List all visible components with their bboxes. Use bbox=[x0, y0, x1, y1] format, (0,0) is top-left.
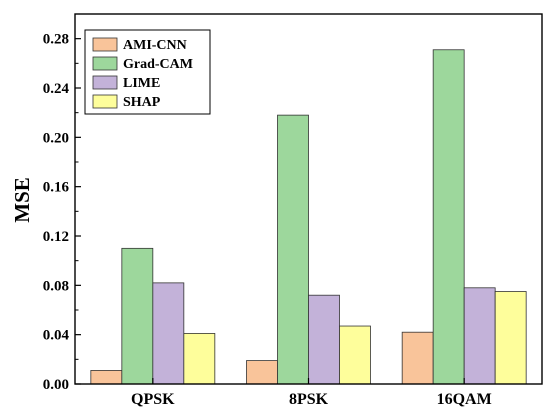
y-tick-label: 0.24 bbox=[43, 81, 70, 97]
x-tick-label: 16QAM bbox=[437, 391, 492, 408]
y-tick-label: 0.08 bbox=[43, 278, 69, 294]
legend-swatch bbox=[92, 94, 118, 109]
legend-label: AMI-CNN bbox=[123, 38, 187, 53]
bar-ami-cnn-qpsk bbox=[90, 370, 123, 385]
legend-swatch bbox=[92, 56, 118, 71]
bar-shap-16qam bbox=[494, 291, 527, 385]
bar-grad-cam-qpsk bbox=[121, 247, 154, 385]
bar-grad-cam-16qam bbox=[432, 49, 465, 385]
bar-lime-qpsk bbox=[152, 282, 185, 385]
bar-lime-16qam bbox=[463, 287, 496, 385]
x-tick-label: 8PSK bbox=[289, 391, 329, 408]
legend-label: LIME bbox=[123, 76, 160, 91]
y-tick-label: 0.16 bbox=[43, 180, 70, 196]
bar-lime-8psk bbox=[308, 294, 340, 385]
axes-group: 0.00 0.04 0.08 0.12 0.16 0.20 0.24 0.28 QPSK 8PSK… bbox=[43, 13, 543, 408]
y-tick-label: 0.04 bbox=[43, 328, 70, 344]
bar-grad-cam-8psk bbox=[277, 114, 309, 385]
bar-shap-8psk bbox=[339, 325, 371, 385]
bar-ami-cnn-8psk bbox=[246, 360, 278, 385]
y-tick-label: 0.12 bbox=[43, 229, 69, 245]
y-tick-label: 0.20 bbox=[43, 130, 69, 146]
legend-label: Grad-CAM bbox=[123, 57, 193, 72]
y-axis-title: MSE bbox=[10, 177, 34, 223]
bars-group bbox=[90, 49, 527, 385]
legend-swatch bbox=[92, 75, 118, 90]
y-tick-label: 0.00 bbox=[43, 377, 69, 393]
legend-swatch bbox=[92, 37, 118, 52]
y-tick-label: 0.28 bbox=[43, 32, 69, 48]
legend-label: SHAP bbox=[123, 95, 161, 110]
legend: AMI-CNN Grad-CAM LIME SHAP bbox=[84, 29, 211, 115]
bar-shap-qpsk bbox=[183, 333, 216, 385]
x-tick-label: QPSK bbox=[131, 391, 175, 408]
bar-ami-cnn-16qam bbox=[401, 331, 434, 385]
